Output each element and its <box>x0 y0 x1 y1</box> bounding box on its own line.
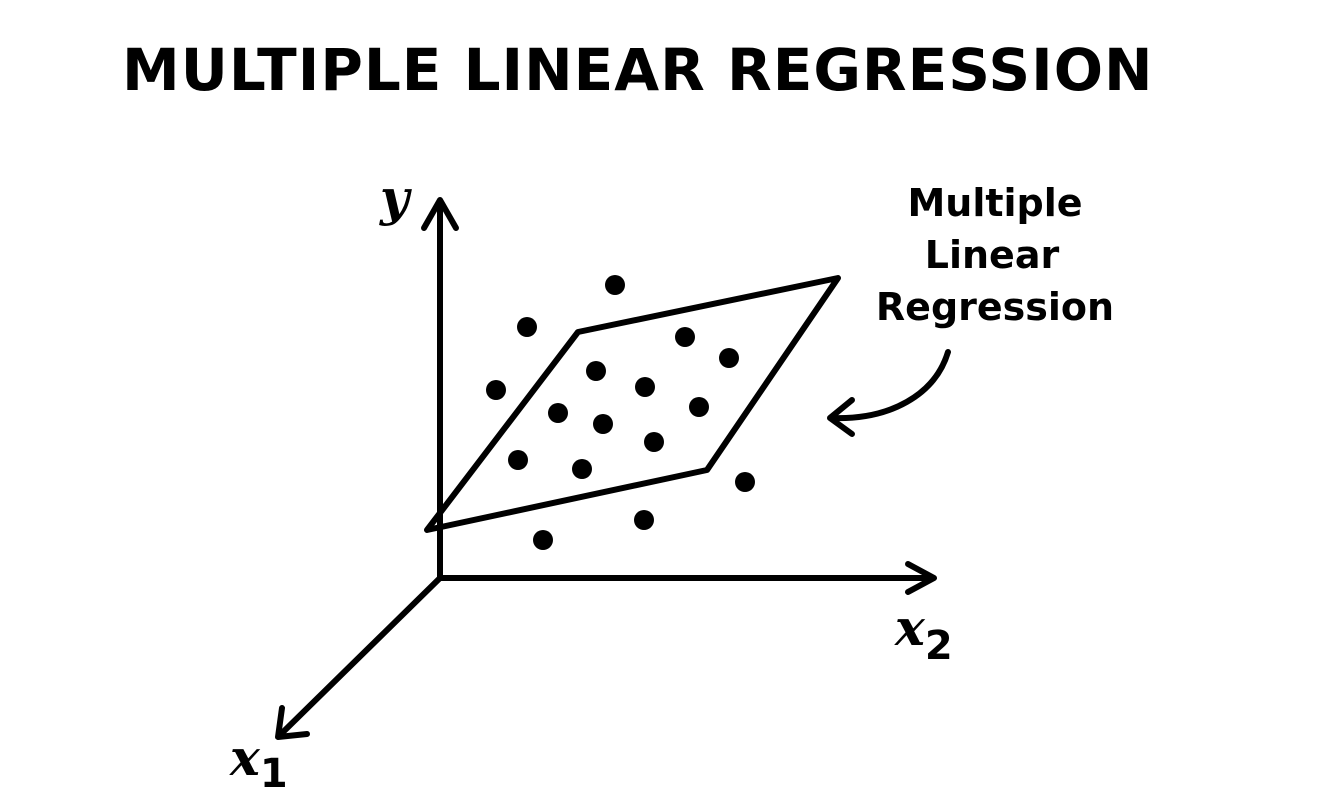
data-point <box>533 530 553 550</box>
data-point <box>605 275 625 295</box>
x1-axis-arrowhead <box>275 705 310 740</box>
y-axis-arrowhead <box>421 197 459 231</box>
data-point <box>572 459 592 479</box>
data-point <box>644 432 664 452</box>
data-point <box>548 403 568 423</box>
callout-label-line-3: Regression <box>876 285 1114 329</box>
data-point <box>719 348 739 368</box>
data-point <box>593 414 613 434</box>
x2-axis-arrowhead <box>905 561 937 595</box>
x1-axis-label-var: x <box>229 728 261 787</box>
data-point <box>634 510 654 530</box>
callout-label-line-1: Multiple <box>907 181 1082 225</box>
x2-axis-label: x2 <box>894 598 953 669</box>
data-points <box>486 275 755 550</box>
regression-plane <box>424 275 841 533</box>
callout: Multiple Linear Regression <box>827 181 1114 437</box>
data-point <box>517 317 537 337</box>
callout-label-line-2: Linear <box>925 233 1060 277</box>
data-point <box>586 361 606 381</box>
callout-arrow <box>829 349 951 422</box>
data-point <box>689 397 709 417</box>
data-point <box>675 327 695 347</box>
callout-arrowhead <box>827 397 855 437</box>
x2-axis-label-sub: 2 <box>925 623 953 669</box>
data-point <box>735 472 755 492</box>
x1-axis-label: x1 <box>229 728 288 797</box>
data-point <box>486 380 506 400</box>
data-point <box>635 377 655 397</box>
y-axis-label: y <box>379 168 412 227</box>
x1-axis-line <box>277 575 443 738</box>
page-title: MULTIPLE LINEAR REGRESSION <box>122 36 1154 104</box>
x2-axis-label-var: x <box>894 598 926 657</box>
x1-axis-label-sub: 1 <box>260 751 288 797</box>
data-point <box>508 450 528 470</box>
